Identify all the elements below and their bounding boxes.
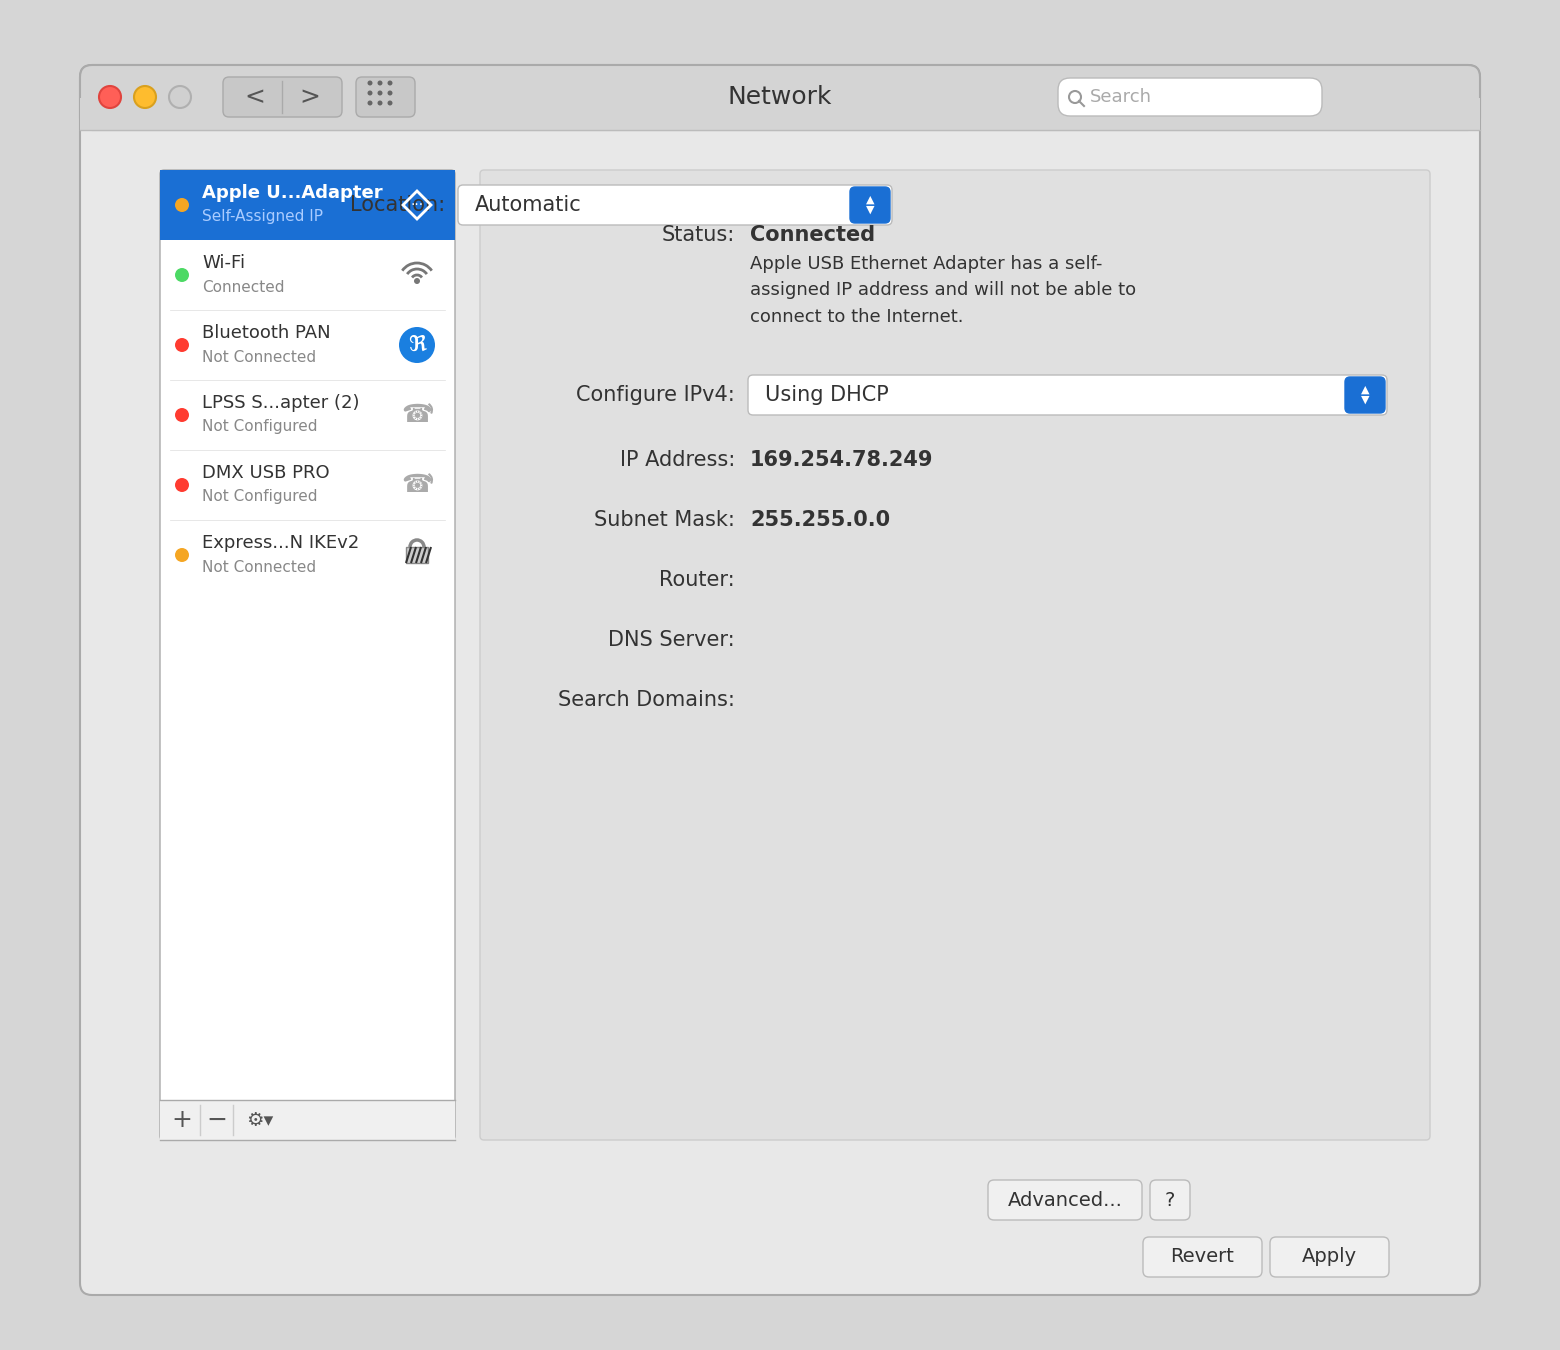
Circle shape — [175, 338, 189, 352]
FancyBboxPatch shape — [1058, 78, 1321, 116]
FancyBboxPatch shape — [747, 375, 1387, 414]
Text: Apply: Apply — [1301, 1247, 1357, 1266]
Text: Bluetooth PAN: Bluetooth PAN — [201, 324, 331, 342]
FancyBboxPatch shape — [356, 77, 415, 117]
Text: 169.254.78.249: 169.254.78.249 — [750, 450, 933, 470]
Text: >: > — [300, 85, 320, 109]
Text: Advanced...: Advanced... — [1008, 1191, 1123, 1210]
Text: ▲: ▲ — [866, 194, 874, 205]
Text: Subnet Mask:: Subnet Mask: — [594, 510, 735, 531]
FancyBboxPatch shape — [161, 170, 456, 1139]
Text: Network: Network — [729, 85, 831, 109]
Text: DNS Server:: DNS Server: — [608, 630, 735, 649]
Text: ⚙▾: ⚙▾ — [246, 1111, 273, 1130]
Circle shape — [387, 81, 393, 85]
Text: ···: ··· — [410, 198, 424, 212]
Text: LPSS S...apter (2): LPSS S...apter (2) — [201, 394, 359, 412]
Circle shape — [175, 478, 189, 491]
Text: Location:: Location: — [349, 194, 445, 215]
FancyBboxPatch shape — [1345, 377, 1385, 413]
Circle shape — [168, 86, 190, 108]
Text: ?: ? — [1165, 1191, 1175, 1210]
Text: Configure IPv4:: Configure IPv4: — [576, 385, 735, 405]
Text: Revert: Revert — [1170, 1247, 1234, 1266]
FancyBboxPatch shape — [1270, 1237, 1388, 1277]
Circle shape — [175, 198, 189, 212]
Circle shape — [413, 278, 420, 283]
Text: Self-Assigned IP: Self-Assigned IP — [201, 209, 323, 224]
Text: Apple U...Adapter: Apple U...Adapter — [201, 184, 382, 202]
Circle shape — [175, 548, 189, 562]
Text: ℜ: ℜ — [407, 335, 426, 355]
Text: Search Domains:: Search Domains: — [558, 690, 735, 710]
Text: Not Configured: Not Configured — [201, 490, 318, 505]
Bar — [161, 170, 456, 240]
Circle shape — [368, 90, 373, 96]
Circle shape — [378, 81, 382, 85]
Text: Status:: Status: — [661, 225, 735, 244]
FancyBboxPatch shape — [1150, 1180, 1190, 1220]
FancyBboxPatch shape — [1143, 1237, 1262, 1277]
Text: −: − — [206, 1108, 228, 1133]
Bar — [161, 1100, 456, 1139]
Text: Not Configured: Not Configured — [201, 420, 318, 435]
FancyBboxPatch shape — [459, 185, 892, 225]
Bar — [80, 99, 1480, 130]
Text: ☎: ☎ — [401, 404, 432, 427]
FancyBboxPatch shape — [987, 1180, 1142, 1220]
Circle shape — [134, 86, 156, 108]
Text: Automatic: Automatic — [474, 194, 582, 215]
Text: +: + — [172, 1108, 192, 1133]
Text: ▲: ▲ — [1360, 385, 1370, 396]
Text: ▼: ▼ — [866, 205, 874, 215]
Text: ☎: ☎ — [401, 472, 432, 497]
Text: Not Connected: Not Connected — [201, 350, 317, 365]
Text: ▼: ▼ — [1360, 396, 1370, 405]
Circle shape — [175, 269, 189, 282]
FancyBboxPatch shape — [80, 65, 1480, 130]
Text: Search: Search — [1090, 88, 1151, 107]
Text: 255.255.0.0: 255.255.0.0 — [750, 510, 891, 531]
Text: Router:: Router: — [660, 570, 735, 590]
FancyBboxPatch shape — [850, 188, 891, 223]
Circle shape — [378, 90, 382, 96]
Text: DMX USB PRO: DMX USB PRO — [201, 464, 329, 482]
Text: Apple USB Ethernet Adapter has a self-
assigned IP address and will not be able : Apple USB Ethernet Adapter has a self- a… — [750, 255, 1136, 325]
Text: Using DHCP: Using DHCP — [764, 385, 889, 405]
Circle shape — [368, 81, 373, 85]
Text: Connected: Connected — [201, 279, 284, 294]
Text: <: < — [245, 85, 265, 109]
Circle shape — [387, 100, 393, 105]
Text: Connected: Connected — [750, 225, 875, 244]
Bar — [406, 547, 427, 563]
Circle shape — [368, 100, 373, 105]
FancyBboxPatch shape — [80, 65, 1480, 1295]
Circle shape — [387, 90, 393, 96]
Circle shape — [175, 408, 189, 423]
Circle shape — [378, 100, 382, 105]
Text: IP Address:: IP Address: — [619, 450, 735, 470]
Text: Not Connected: Not Connected — [201, 559, 317, 575]
Circle shape — [399, 327, 435, 363]
FancyBboxPatch shape — [223, 77, 342, 117]
Text: Express...N IKEv2: Express...N IKEv2 — [201, 535, 359, 552]
FancyBboxPatch shape — [480, 170, 1431, 1139]
Circle shape — [98, 86, 122, 108]
Text: Wi-Fi: Wi-Fi — [201, 254, 245, 271]
